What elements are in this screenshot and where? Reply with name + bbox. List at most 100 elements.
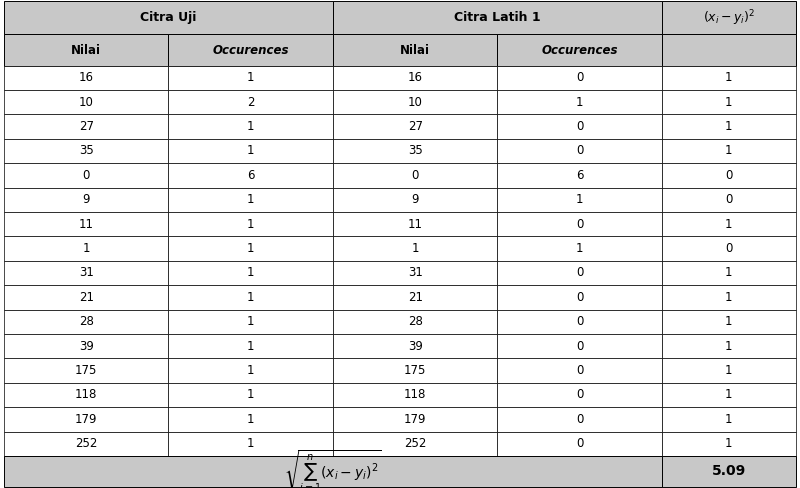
Text: 0: 0 — [576, 413, 583, 426]
Bar — [498, 35, 662, 65]
Bar — [333, 139, 498, 163]
Text: 27: 27 — [78, 120, 94, 133]
Text: 1: 1 — [725, 96, 733, 109]
Text: 1: 1 — [247, 144, 254, 158]
Text: 1: 1 — [725, 218, 733, 231]
Text: 1: 1 — [725, 266, 733, 280]
Bar — [333, 187, 498, 212]
Bar — [4, 358, 169, 383]
Bar — [662, 456, 796, 487]
Text: 1: 1 — [725, 291, 733, 304]
Text: 6: 6 — [576, 169, 583, 182]
Text: 1: 1 — [247, 291, 254, 304]
Text: 1: 1 — [247, 364, 254, 377]
Bar — [169, 334, 333, 358]
Text: 21: 21 — [78, 291, 94, 304]
Bar — [662, 187, 796, 212]
Text: 9: 9 — [82, 193, 90, 206]
Bar — [169, 139, 333, 163]
Bar — [333, 90, 498, 114]
Text: 1: 1 — [725, 437, 733, 450]
Bar — [498, 90, 662, 114]
Text: 28: 28 — [78, 315, 94, 328]
Text: 252: 252 — [75, 437, 98, 450]
Text: Nilai: Nilai — [71, 43, 102, 57]
Bar — [498, 187, 662, 212]
Bar — [4, 334, 169, 358]
Text: 1: 1 — [725, 144, 733, 158]
Bar — [498, 285, 662, 309]
Bar — [662, 407, 796, 431]
Bar — [4, 163, 169, 187]
Text: 1: 1 — [247, 266, 254, 280]
Bar — [333, 383, 498, 407]
Bar — [662, 285, 796, 309]
Bar — [169, 114, 333, 139]
Bar — [169, 90, 333, 114]
Text: 0: 0 — [576, 218, 583, 231]
Bar — [498, 309, 662, 334]
Text: 21: 21 — [408, 291, 422, 304]
Text: 1: 1 — [576, 193, 583, 206]
Text: 0: 0 — [726, 193, 733, 206]
Text: 175: 175 — [404, 364, 426, 377]
Bar — [333, 1, 662, 35]
Text: 35: 35 — [408, 144, 422, 158]
Bar — [333, 431, 498, 456]
Bar — [4, 187, 169, 212]
Bar — [662, 163, 796, 187]
Text: 1: 1 — [725, 120, 733, 133]
Text: 252: 252 — [404, 437, 426, 450]
Text: 1: 1 — [725, 71, 733, 84]
Bar — [169, 309, 333, 334]
Bar — [4, 456, 662, 487]
Bar — [169, 163, 333, 187]
Bar — [662, 114, 796, 139]
Text: 1: 1 — [725, 413, 733, 426]
Bar — [662, 35, 796, 65]
Bar — [169, 236, 333, 261]
Bar — [333, 65, 498, 90]
Bar — [662, 139, 796, 163]
Text: 39: 39 — [408, 340, 422, 353]
Bar — [169, 35, 333, 65]
Bar — [498, 407, 662, 431]
Bar — [169, 285, 333, 309]
Bar — [333, 212, 498, 236]
Bar — [4, 261, 169, 285]
Text: 39: 39 — [78, 340, 94, 353]
Bar — [4, 383, 169, 407]
Bar — [498, 139, 662, 163]
Bar — [169, 212, 333, 236]
Bar — [662, 236, 796, 261]
Bar — [662, 383, 796, 407]
Bar — [333, 358, 498, 383]
Bar — [169, 65, 333, 90]
Bar — [662, 1, 796, 35]
Bar — [498, 65, 662, 90]
Text: Occurences: Occurences — [213, 43, 289, 57]
Bar — [4, 114, 169, 139]
Bar — [498, 236, 662, 261]
Text: 179: 179 — [404, 413, 426, 426]
Bar — [4, 407, 169, 431]
Bar — [333, 309, 498, 334]
Text: Nilai: Nilai — [400, 43, 430, 57]
Text: 1: 1 — [247, 413, 254, 426]
Text: 1: 1 — [247, 193, 254, 206]
Text: 1: 1 — [725, 388, 733, 402]
Text: 1: 1 — [725, 340, 733, 353]
Text: 10: 10 — [408, 96, 422, 109]
Bar — [333, 334, 498, 358]
Bar — [169, 261, 333, 285]
Text: 1: 1 — [725, 364, 733, 377]
Text: 0: 0 — [411, 169, 419, 182]
Bar — [662, 358, 796, 383]
Bar — [333, 285, 498, 309]
Text: 1: 1 — [576, 242, 583, 255]
Bar — [4, 309, 169, 334]
Bar — [333, 261, 498, 285]
Bar — [498, 163, 662, 187]
Bar — [498, 212, 662, 236]
Bar — [4, 139, 169, 163]
